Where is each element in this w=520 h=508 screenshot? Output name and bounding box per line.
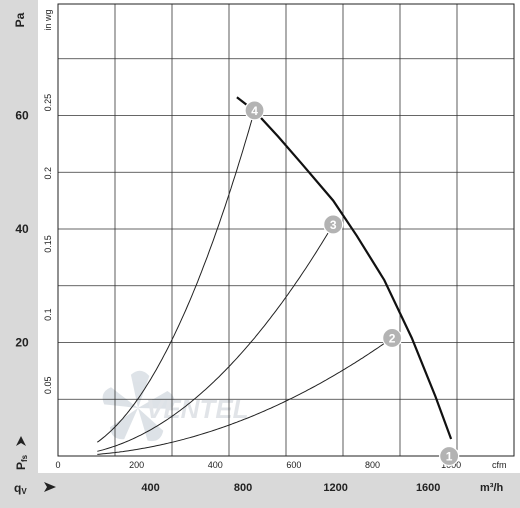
left-tick-label: 40 [15,222,29,236]
operating-point-3: 3 [323,214,344,235]
top-x-axis-unit: cfm [492,460,507,470]
fan-blade [130,370,150,408]
bottom-axis-strip [0,473,520,508]
fan-icon [102,370,175,442]
svg-text:Pfs: Pfs [14,454,29,470]
bottom-x-axis-unit: m³/h [480,482,504,494]
operating-point-label: 3 [330,218,337,232]
system-curve-4 [97,110,256,443]
bottom-x-axis-ticks: 400 800 1200 1600 [141,482,440,494]
flow-subscript: V [21,487,27,496]
operating-points: 1 2 3 4 [244,100,460,467]
operating-point-marker [382,327,403,349]
bottom-x-tick-label: 400 [141,482,159,494]
system-curves [97,110,393,455]
fan-blade [102,387,138,408]
operating-point-marker [244,100,265,121]
inner-axis-ticks: 0.05 0.1 0.15 0.2 0.25 [43,94,53,394]
inner-tick-label: 0.05 [43,377,53,395]
operating-point-marker [439,445,460,467]
operating-point-label: 4 [251,104,258,118]
operating-point-marker [323,214,344,235]
left-tick-label: 20 [15,336,29,350]
grid [58,4,514,456]
pressure-symbol: P [14,462,28,470]
pressure-subscript: fs [20,454,29,462]
left-axis-unit: Pa [13,12,27,27]
watermark-text: VENTEL [146,394,249,424]
fan-blade [138,408,164,442]
flow-axis-symbol: qV [14,481,56,496]
operating-point-label: 2 [389,331,396,345]
watermark-logo: VENTEL [102,370,249,442]
top-x-tick-label: 400 [208,460,223,470]
left-tick-label: 60 [15,109,29,123]
inner-tick-label: 0.25 [43,94,53,112]
flow-symbol: q [14,481,21,495]
system-curve-2 [97,337,393,455]
flow-arrow-icon [44,482,56,492]
fan-curve-line [236,96,453,440]
operating-point-2: 2 [382,327,403,349]
top-x-tick-label: 0 [55,460,60,470]
fan-blade [138,391,175,409]
pressure-axis-symbol: Pfs [14,436,29,470]
operating-point-1: 1 [439,445,460,467]
plot-border [57,3,515,457]
system-curve-3 [97,224,334,452]
top-x-tick-label: 800 [365,460,380,470]
fan-blade [110,408,138,440]
svg-text:qV: qV [14,481,27,496]
operating-point-label: 1 [446,450,453,464]
top-x-tick-label: 600 [286,460,301,470]
inner-axis-unit: in wg [43,9,53,30]
left-axis-strip [0,0,38,508]
inner-tick-label: 0.15 [43,235,53,253]
inner-tick-label: 0.1 [43,308,53,321]
top-x-axis-ticks: 02004006008001000 [55,460,461,470]
pressure-arrow-icon [16,436,26,446]
bottom-x-tick-label: 800 [234,482,252,494]
bottom-x-tick-label: 1200 [323,482,347,494]
left-axis-ticks: 20 40 60 [15,109,29,350]
bottom-x-tick-label: 1600 [416,482,440,494]
operating-point-4: 4 [244,100,265,121]
top-x-tick-label: 200 [129,460,144,470]
inner-tick-label: 0.2 [43,167,53,180]
